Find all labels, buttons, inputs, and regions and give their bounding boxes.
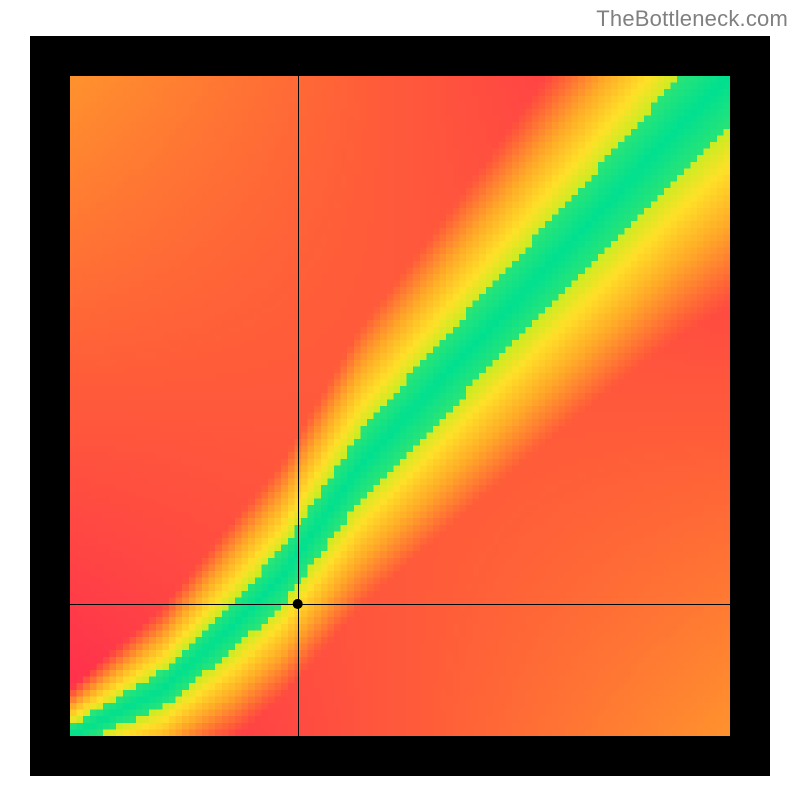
plot-outer-border — [30, 36, 770, 776]
plot-inner-area — [70, 76, 730, 736]
crosshair-overlay — [70, 76, 730, 736]
page-frame: TheBottleneck.com — [0, 0, 800, 800]
watermark-text: TheBottleneck.com — [596, 6, 788, 32]
